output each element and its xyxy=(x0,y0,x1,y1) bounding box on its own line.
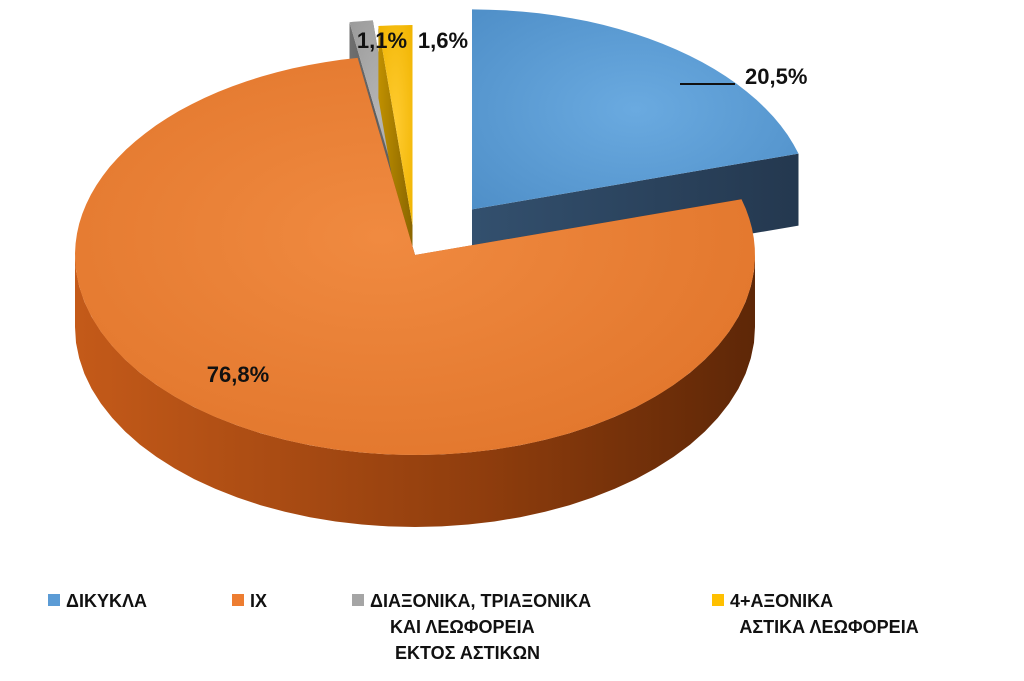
legend-item-dikykla: ΔΙΚΥΚΛΑ xyxy=(48,588,147,614)
legend-swatch xyxy=(232,594,244,606)
pie-chart: 20,5% 76,8% 1,1% 1,6% xyxy=(75,9,807,527)
data-label-1: 20,5% xyxy=(745,64,807,89)
data-label-4: 1,6% xyxy=(418,28,468,53)
data-label-2: 76,8% xyxy=(207,362,269,387)
legend: ΔΙΚΥΚΛΑ ΙΧ ΔΙΑΞΟΝΙΚΑ, ΤΡΙΑΞΟΝΙΚΑ ΚΑΙ ΛΕΩΦΟ… xyxy=(0,588,1024,678)
legend-item-diaxonika: ΔΙΑΞΟΝΙΚΑ, ΤΡΙΑΞΟΝΙΚΑ ΚΑΙ ΛΕΩΦΟΡΕΙΑ ΕΚΤΟ… xyxy=(352,588,591,666)
legend-item-ix: ΙΧ xyxy=(232,588,267,614)
legend-item-axonika: 4+ΑΞΟΝΙΚΑ ΑΣΤΙΚΑ ΛΕΩΦΟΡΕΙΑ xyxy=(712,588,919,640)
data-label-3: 1,1% xyxy=(357,28,407,53)
slice-2-side xyxy=(75,255,755,527)
slice-4-axonika xyxy=(378,25,413,225)
legend-label: ΔΙΑΞΟΝΙΚΑ, ΤΡΙΑΞΟΝΙΚΑ ΚΑΙ ΛΕΩΦΟΡΕΙΑ ΕΚΤΟ… xyxy=(370,591,592,663)
legend-swatch xyxy=(352,594,364,606)
legend-label: 4+ΑΞΟΝΙΚΑ ΑΣΤΙΚΑ ΛΕΩΦΟΡΕΙΑ xyxy=(730,591,919,637)
slice-2-ix xyxy=(75,57,755,456)
legend-label: ΔΙΚΥΚΛΑ xyxy=(66,591,147,611)
legend-swatch xyxy=(712,594,724,606)
slice-1-dikykla xyxy=(472,9,799,210)
legend-label: ΙΧ xyxy=(250,591,268,611)
legend-swatch xyxy=(48,594,60,606)
